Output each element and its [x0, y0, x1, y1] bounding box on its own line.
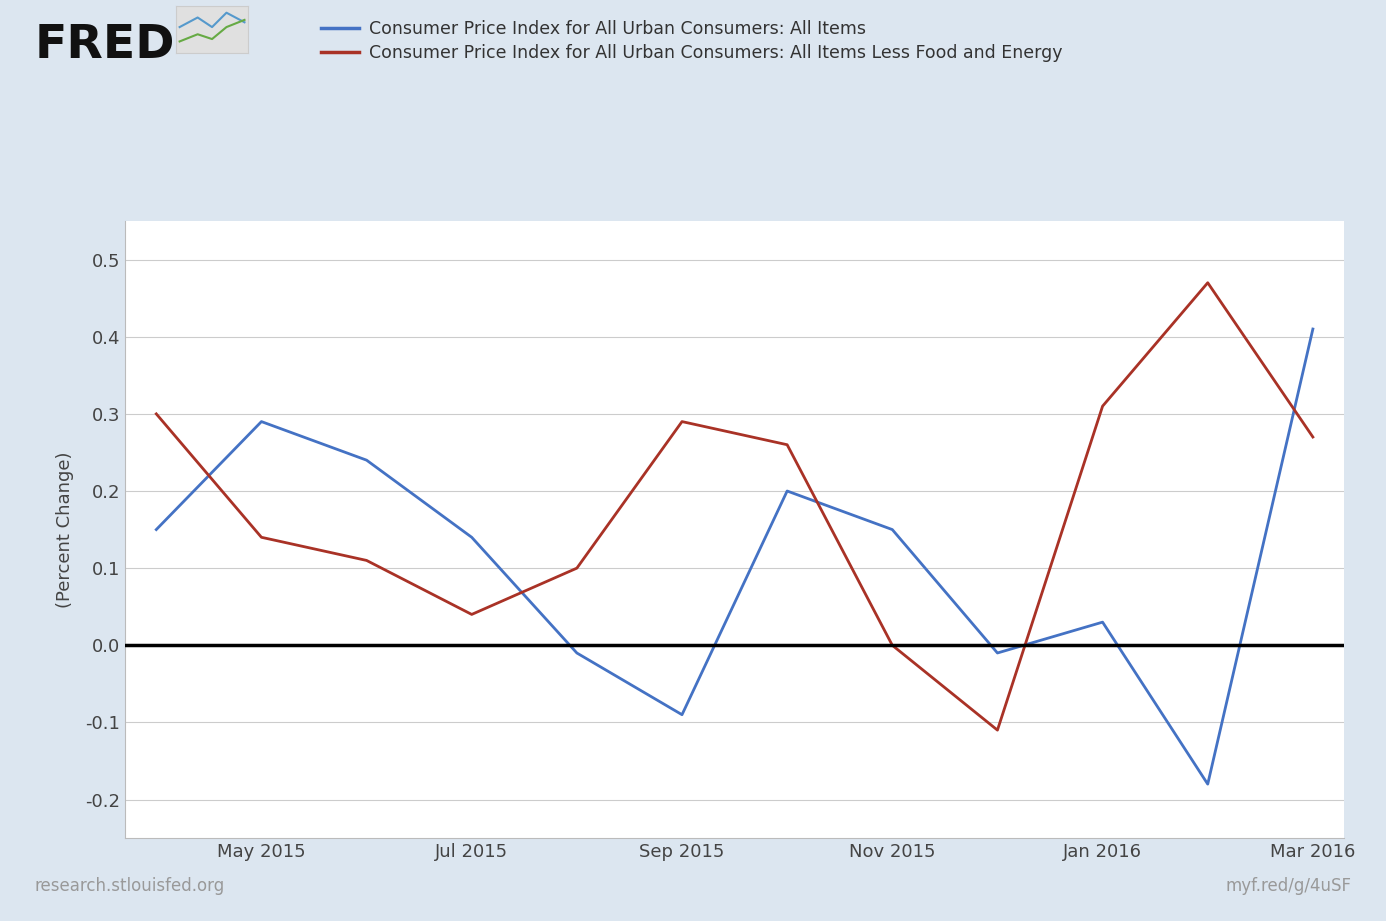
Text: research.stlouisfed.org: research.stlouisfed.org	[35, 877, 225, 895]
Text: FRED: FRED	[35, 23, 175, 68]
Legend: Consumer Price Index for All Urban Consumers: All Items, Consumer Price Index fo: Consumer Price Index for All Urban Consu…	[313, 13, 1070, 69]
Y-axis label: (Percent Change): (Percent Change)	[55, 451, 73, 608]
Text: myf.red/g/4uSF: myf.red/g/4uSF	[1225, 877, 1351, 895]
